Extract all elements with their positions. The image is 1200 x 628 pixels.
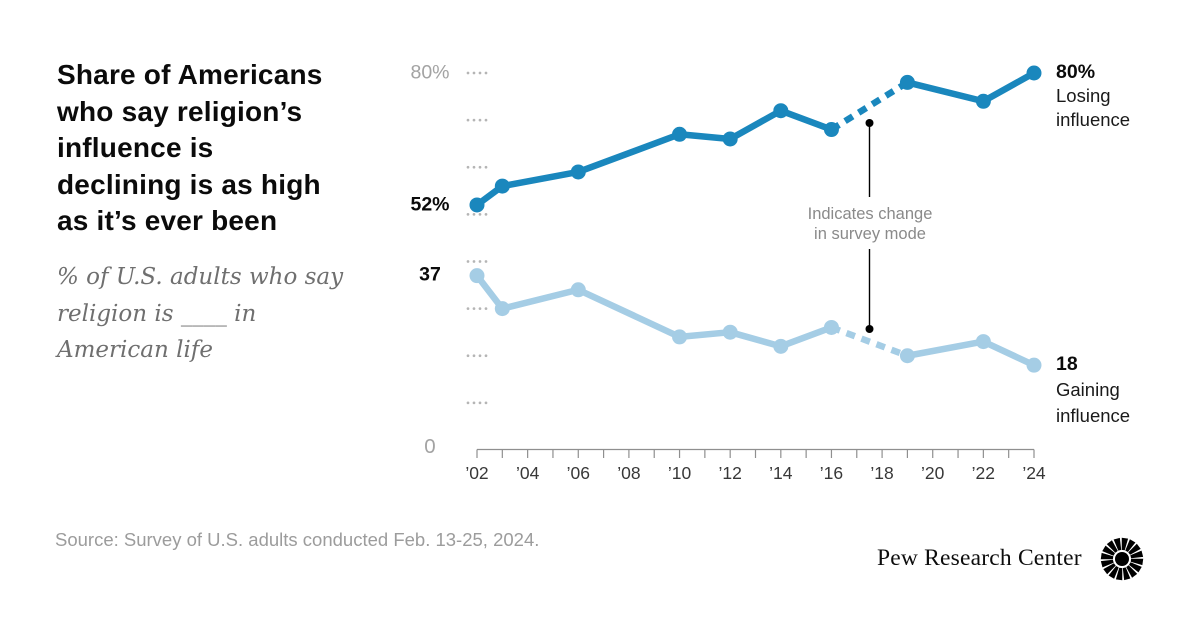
chart-title: Share of Americans who say religion’s in…	[57, 57, 397, 240]
losing-end-value: 80%	[1056, 61, 1096, 83]
pew-sunburst-logo-icon	[1100, 537, 1144, 581]
gaining-end-value: 18	[1056, 353, 1078, 375]
survey-mode-annotation: Indicates change in survey mode	[780, 204, 960, 244]
y-axis-labels: 80% 52% 37 0	[398, 0, 462, 628]
svg-text:’12: ’12	[719, 463, 742, 483]
svg-text:’22: ’22	[972, 463, 995, 483]
subtitle-line: % of U.S. adults who say	[57, 264, 344, 290]
title-line: Share of Americans	[57, 59, 323, 90]
title-line: declining is as high	[57, 168, 321, 200]
title-line: who say religion’s	[57, 95, 303, 127]
svg-text:’20: ’20	[921, 463, 945, 483]
subtitle-line: religion is ____ in	[57, 300, 257, 327]
y-axis-zero-label: 0	[424, 435, 436, 458]
losing-series-end-label: 80% Losing influence	[1056, 60, 1130, 132]
svg-text:’18: ’18	[870, 463, 893, 483]
title-line: as it’s ever been	[57, 205, 278, 236]
losing-series-name-line: influence	[1056, 109, 1131, 130]
gaining-series-end-label: 18 Gaining influence	[1056, 351, 1130, 429]
subtitle-line: American life	[57, 337, 213, 363]
gaining-series-name-line: Gaining	[1056, 379, 1120, 400]
brand-wordmark: Pew Research Center	[877, 545, 1082, 571]
svg-text:’02: ’02	[465, 463, 488, 483]
svg-text:’04: ’04	[516, 463, 540, 483]
svg-text:’16: ’16	[820, 463, 843, 483]
svg-text:’24: ’24	[1022, 463, 1046, 483]
svg-text:’10: ’10	[668, 463, 692, 483]
svg-text:’06: ’06	[567, 463, 590, 483]
source-note: Source: Survey of U.S. adults conducted …	[55, 529, 540, 550]
gaining-series-name-line: influence	[1056, 405, 1131, 426]
svg-text:’14: ’14	[769, 463, 793, 483]
annotation-line: Indicates change	[807, 205, 933, 223]
title-line: influence is	[57, 132, 214, 163]
losing-series-name-line: Losing	[1056, 85, 1111, 106]
gaining-start-value-label: 37	[419, 263, 441, 286]
chart-subtitle: % of U.S. adults who say religion is ___…	[57, 259, 387, 369]
y-axis-top-label: 80%	[410, 61, 450, 84]
losing-start-value-label: 52%	[410, 193, 450, 216]
svg-text:’08: ’08	[617, 463, 640, 483]
annotation-line: in survey mode	[814, 225, 926, 243]
